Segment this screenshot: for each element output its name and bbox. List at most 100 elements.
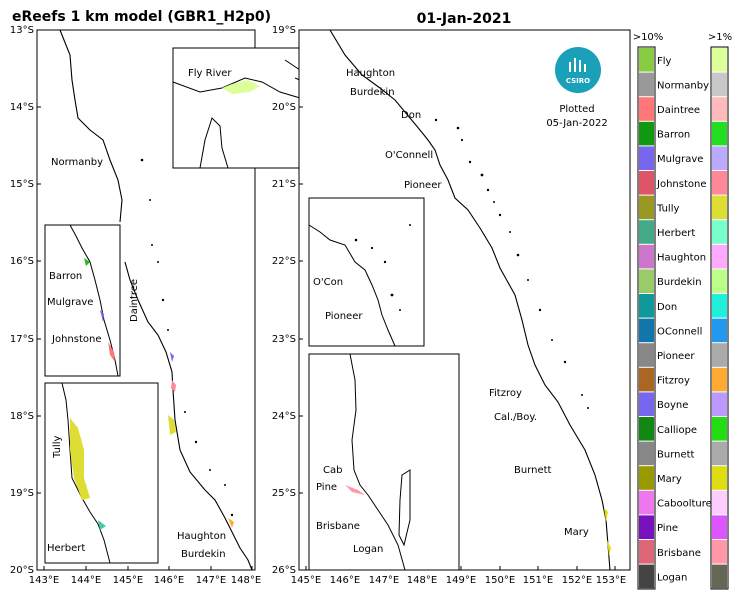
plotted-date: 05-Jan-2022: [546, 118, 607, 129]
label-oconnell: O'Connell: [385, 150, 433, 161]
legend-label: Burnett: [657, 449, 695, 460]
legend-swatch-10pct: [639, 318, 654, 343]
legend-swatch-10pct: [639, 367, 654, 392]
left-lon-tick: 144°E: [71, 575, 101, 586]
left-lat-tick: 16°S: [10, 256, 34, 267]
inset-fly-river: Fly River: [172, 47, 324, 169]
right-lat-tick: 25°S: [272, 488, 296, 499]
fly-plume: [222, 80, 260, 94]
left-lat-tick: 13°S: [10, 25, 34, 36]
right-map: 19°S 20°S 21°S 22°S 23°S 24°S 25°S 26°S …: [272, 25, 631, 586]
label-herbert: Herbert: [47, 543, 85, 554]
legend-label: Pioneer: [657, 351, 695, 362]
legend-label: Boyne: [657, 400, 688, 411]
left-lat-tick: 17°S: [10, 334, 34, 345]
inset-seq: Cab Pine Brisbane Logan: [308, 353, 460, 571]
label-cab: Cab: [323, 465, 342, 476]
legend-label: Don: [657, 302, 677, 313]
legend-label: Mary: [657, 474, 682, 485]
mary-plume-2: [607, 540, 611, 556]
herbert-plume: [98, 520, 106, 530]
label-haughton-left: Haughton: [177, 531, 226, 542]
label-burdekin-right: Burdekin: [350, 87, 395, 98]
label-don: Don: [401, 110, 421, 121]
legend-swatch-10pct: [639, 269, 654, 293]
label-pioneer: Pioneer: [404, 180, 442, 191]
legend-swatch-1pct: [712, 121, 727, 146]
label-barron: Barron: [49, 271, 82, 282]
legend-swatch-10pct: [639, 392, 654, 416]
right-lat-tick: 20°S: [272, 102, 296, 113]
legend-swatch-10pct: [639, 540, 654, 564]
legend-swatch-1pct: [712, 244, 727, 269]
right-lat-tick: 26°S: [272, 565, 296, 576]
left-lat-ticks: [37, 29, 253, 571]
legend-swatch-10pct: [639, 220, 654, 244]
right-lat-tick: 21°S: [272, 179, 296, 190]
label-mary: Mary: [564, 527, 589, 538]
right-lat-tick: 23°S: [272, 334, 296, 345]
legend-swatch-10pct: [639, 121, 654, 146]
legend-swatch-1pct: [712, 97, 727, 121]
right-lon-tick: 152°E: [562, 575, 592, 586]
label-fitzroy: Fitzroy: [489, 388, 522, 399]
legend-swatch-1pct: [712, 466, 727, 490]
legend-header-10pct: >10%: [633, 32, 664, 43]
legend-swatch-1pct: [712, 564, 727, 589]
legend-swatch-1pct: [712, 146, 727, 170]
legend-swatch-1pct: [712, 318, 727, 343]
legend-label: Pine: [657, 523, 678, 534]
label-tully: Tully: [52, 436, 63, 459]
left-mulgrave-plume: [170, 352, 174, 362]
plotted-label: Plotted: [559, 104, 594, 115]
left-lon-tick: 147°E: [196, 575, 226, 586]
legend-swatch-1pct: [712, 269, 727, 293]
legend-swatch-10pct: [639, 441, 654, 466]
legend-label: Tully: [656, 203, 679, 214]
label-burdekin-left: Burdekin: [181, 549, 226, 560]
left-islands: [140, 158, 234, 517]
left-burdekin-plume: [228, 518, 234, 528]
mary-plume: [604, 508, 608, 522]
tully-plume: [70, 418, 90, 500]
left-lat-tick: 19°S: [10, 488, 34, 499]
left-tully-plume: [168, 415, 176, 435]
label-burnett: Burnett: [514, 465, 552, 476]
label-mulgrave: Mulgrave: [47, 297, 93, 308]
legend-swatch-10pct: [639, 417, 654, 441]
legend-swatch-10pct: [639, 72, 654, 97]
right-lon-tick: 146°E: [330, 575, 360, 586]
left-map: 13°S 14°S 15°S 16°S 17°S 18°S 19°S 20°S …: [10, 25, 324, 586]
legend-swatch-1pct: [712, 367, 727, 392]
legend-label: Caboolture: [657, 499, 712, 510]
legend-label: Herbert: [657, 228, 695, 239]
legend-label: Calliope: [657, 425, 697, 436]
right-lat-tick: 19°S: [272, 25, 296, 36]
legend-swatch-10pct: [639, 48, 654, 72]
legend-swatch-1pct: [712, 171, 727, 195]
left-lon-tick: 146°E: [154, 575, 184, 586]
left-lat-tick: 18°S: [10, 411, 34, 422]
label-oconnell-inset: O'Con: [313, 277, 343, 288]
label-fly-river: Fly River: [188, 68, 232, 79]
right-lon-tick: 149°E: [446, 575, 476, 586]
legend: >10% >1% Fly Normanby Daintree Barron Mulgra…: [633, 32, 732, 590]
label-brisbane: Brisbane: [316, 521, 360, 532]
label-pioneer-inset: Pioneer: [325, 311, 363, 322]
legend-label: Barron: [657, 130, 690, 141]
legend-label: Johnstone: [656, 179, 706, 190]
right-islands: [434, 118, 589, 409]
legend-label: Mulgrave: [657, 154, 703, 165]
legend-swatch-10pct: [639, 171, 654, 195]
legend-swatch-10pct: [639, 97, 654, 121]
inset-wet-tropics-north: Barron Mulgrave Johnstone: [44, 224, 121, 377]
legend-label: Haughton: [657, 253, 706, 264]
label-logan: Logan: [353, 544, 383, 555]
legend-label: Fly: [657, 56, 672, 67]
legend-swatch-10pct: [639, 146, 654, 170]
left-johnstone-plume: [171, 380, 176, 392]
right-coastline: [329, 29, 611, 571]
legend-label: Normanby: [657, 80, 709, 91]
legend-swatch-1pct: [712, 220, 727, 244]
